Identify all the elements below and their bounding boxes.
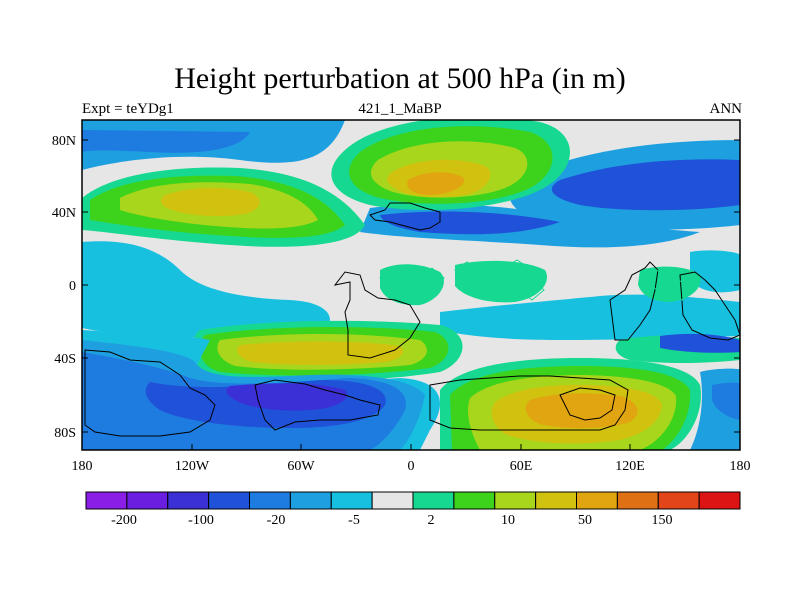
y-tick-label: 80N	[52, 134, 76, 149]
colorbar-box	[576, 491, 618, 510]
colorbar-box	[371, 491, 414, 510]
colorbar-box	[616, 491, 659, 510]
colorbar-box	[698, 491, 741, 510]
y-tick-label: 40N	[52, 206, 76, 221]
colorbar	[85, 491, 741, 510]
colorbar-label: 10	[501, 513, 515, 528]
colorbar-labels: -200 -100 -20 -5 2 10 50 150	[111, 513, 672, 528]
contour-arctic-negative-core	[82, 130, 250, 153]
x-tick-label: 120E	[615, 459, 645, 474]
x-tick-marks	[81, 444, 741, 450]
x-tick-label: 180	[730, 459, 751, 474]
x-tick-label: 180	[72, 459, 93, 474]
colorbar-label: 50	[578, 513, 592, 528]
contour-s-pos-west-high	[237, 341, 404, 365]
colorbar-box	[535, 491, 578, 510]
colorbar-label: -20	[267, 513, 286, 528]
contour-s-neg-east-core	[712, 382, 740, 420]
y-tick-label: 40S	[54, 352, 76, 367]
chart-title: Height perturbation at 500 hPa (in m)	[174, 62, 626, 95]
contour-trop-east	[440, 294, 740, 340]
colorbar-label: 2	[428, 513, 435, 528]
contour-field	[82, 120, 740, 450]
contour-trop-pos-pacific	[638, 266, 701, 302]
coastlines	[84, 202, 740, 437]
colorbar-label: 150	[652, 513, 673, 528]
x-tick-label: 0	[408, 459, 415, 474]
colorbar-box	[494, 491, 537, 510]
colorbar-label: -200	[111, 513, 137, 528]
colorbar-box	[85, 491, 128, 510]
colorbar-box	[126, 491, 169, 510]
contour-nwest-pos-high	[160, 187, 260, 217]
contour-arctic-pos-peak	[407, 172, 465, 195]
colorbar-label: -5	[348, 513, 360, 528]
colorbar-box	[249, 491, 291, 510]
colorbar-box	[167, 491, 210, 510]
y-tick-marks	[82, 139, 740, 433]
y-tick-label: 0	[69, 279, 76, 294]
colorbar-box	[208, 491, 251, 510]
contour-s-pos-east-peak	[525, 393, 638, 429]
contour-trop-mid	[690, 250, 740, 293]
case-label: 421_1_MaBP	[358, 101, 442, 117]
colorbar-box	[289, 491, 332, 510]
experiment-label: Expt = teYDg1	[82, 101, 174, 117]
contour-trop-pos-africa	[380, 264, 444, 306]
colorbar-box	[330, 491, 373, 510]
colorbar-box	[412, 491, 455, 510]
x-tick-label: 120W	[175, 459, 210, 474]
colorbar-box	[453, 491, 496, 510]
colorbar-box	[657, 491, 700, 510]
tropical-hatching	[379, 259, 695, 301]
x-tick-label: 60W	[287, 459, 315, 474]
contour-npac-neg-core	[551, 159, 740, 211]
contour-trop-west	[82, 241, 330, 339]
x-tick-label: 60E	[510, 459, 533, 474]
y-tick-label: 80S	[54, 426, 76, 441]
colorbar-label: -100	[188, 513, 214, 528]
season-label: ANN	[709, 101, 743, 117]
